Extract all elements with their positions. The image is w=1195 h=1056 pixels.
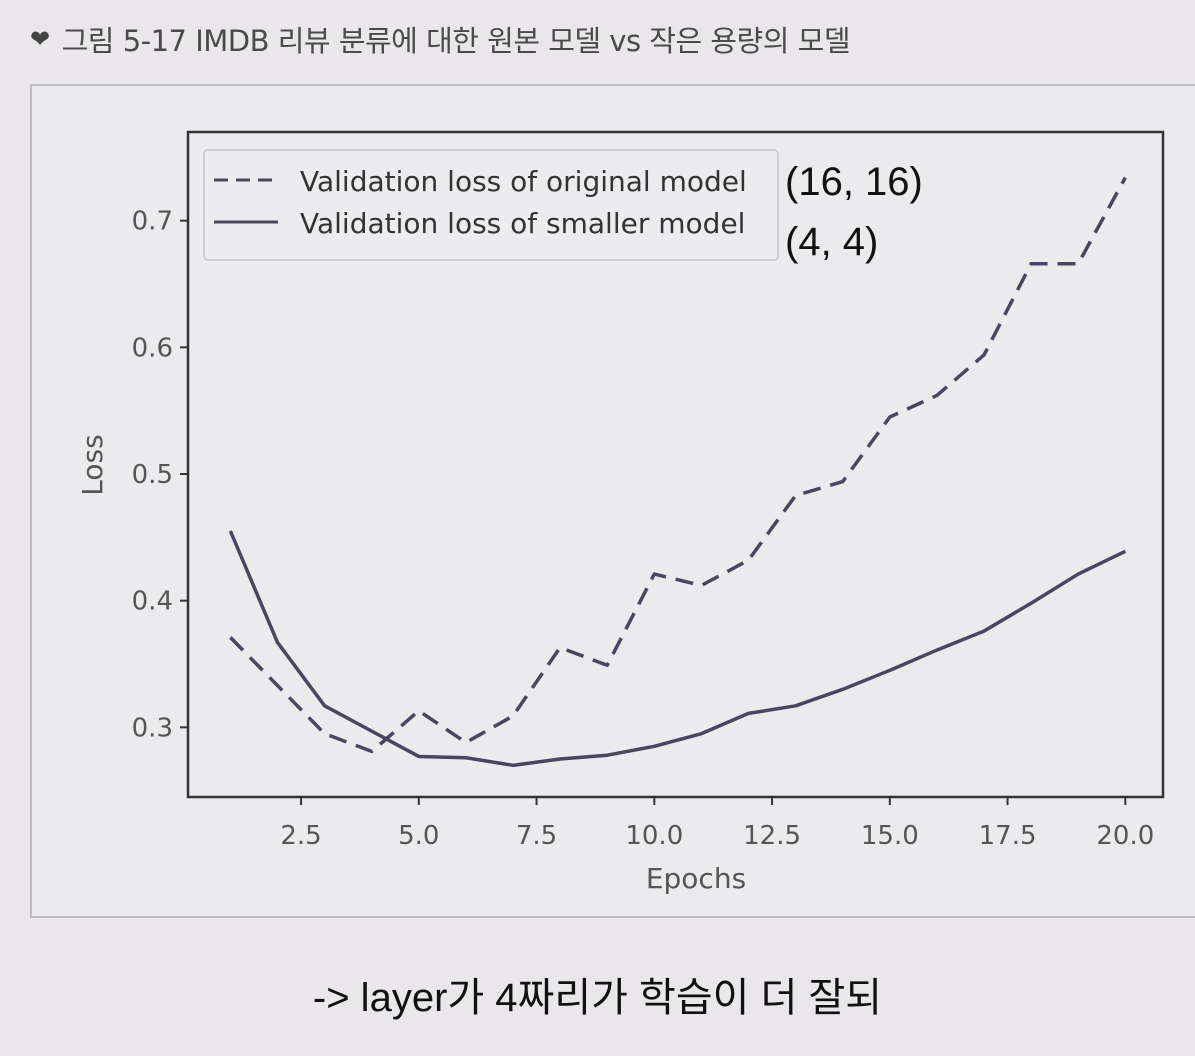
y-axis-label: Loss <box>76 434 109 495</box>
chevron-down-icon[interactable]: ❤ <box>30 25 50 53</box>
x-tick-label: 2.5 <box>280 821 321 851</box>
original-size-annotation: (16, 16) <box>785 160 923 204</box>
legend: Validation loss of original model Valida… <box>203 149 779 261</box>
figure-caption: ❤ 그림 5-17 IMDB 리뷰 분류에 대한 원본 모델 vs 작은 용량의… <box>30 18 851 60</box>
y-tick-label: 0.4 <box>132 587 173 617</box>
y-tick-label: 0.3 <box>132 713 173 743</box>
y-tick-label: 0.6 <box>132 333 173 363</box>
x-tick-label: 10.0 <box>625 821 683 851</box>
smaller-model-line <box>228 530 1127 768</box>
x-tick-label: 12.5 <box>743 821 801 851</box>
x-tick-label: 15.0 <box>861 821 919 851</box>
legend-label-original: Validation loss of original model <box>300 165 747 198</box>
x-tick-label: 17.5 <box>979 821 1037 851</box>
x-tick-label: 5.0 <box>398 821 439 851</box>
legend-label-smaller: Validation loss of smaller model <box>300 207 745 240</box>
handwritten-note: -> layer가 4짜리가 학습이 더 잘되 <box>312 976 883 1020</box>
y-tick-label: 0.5 <box>132 460 173 490</box>
original-model-line <box>229 176 1127 754</box>
loss-chart: 2.5 5.0 7.5 10.0 12.5 15.0 17.5 20.0 0.3 0.4 0.5 0.… <box>76 130 1165 895</box>
x-tick-label: 7.5 <box>516 821 557 851</box>
x-tick-label: 20.0 <box>1096 821 1154 851</box>
smaller-size-annotation: (4, 4) <box>785 220 879 264</box>
legend-box <box>203 149 779 261</box>
x-axis-label: Epochs <box>646 862 746 895</box>
y-tick-label: 0.7 <box>132 207 173 237</box>
caption-text: 그림 5-17 IMDB 리뷰 분류에 대한 원본 모델 vs 작은 용량의 모… <box>61 24 851 58</box>
